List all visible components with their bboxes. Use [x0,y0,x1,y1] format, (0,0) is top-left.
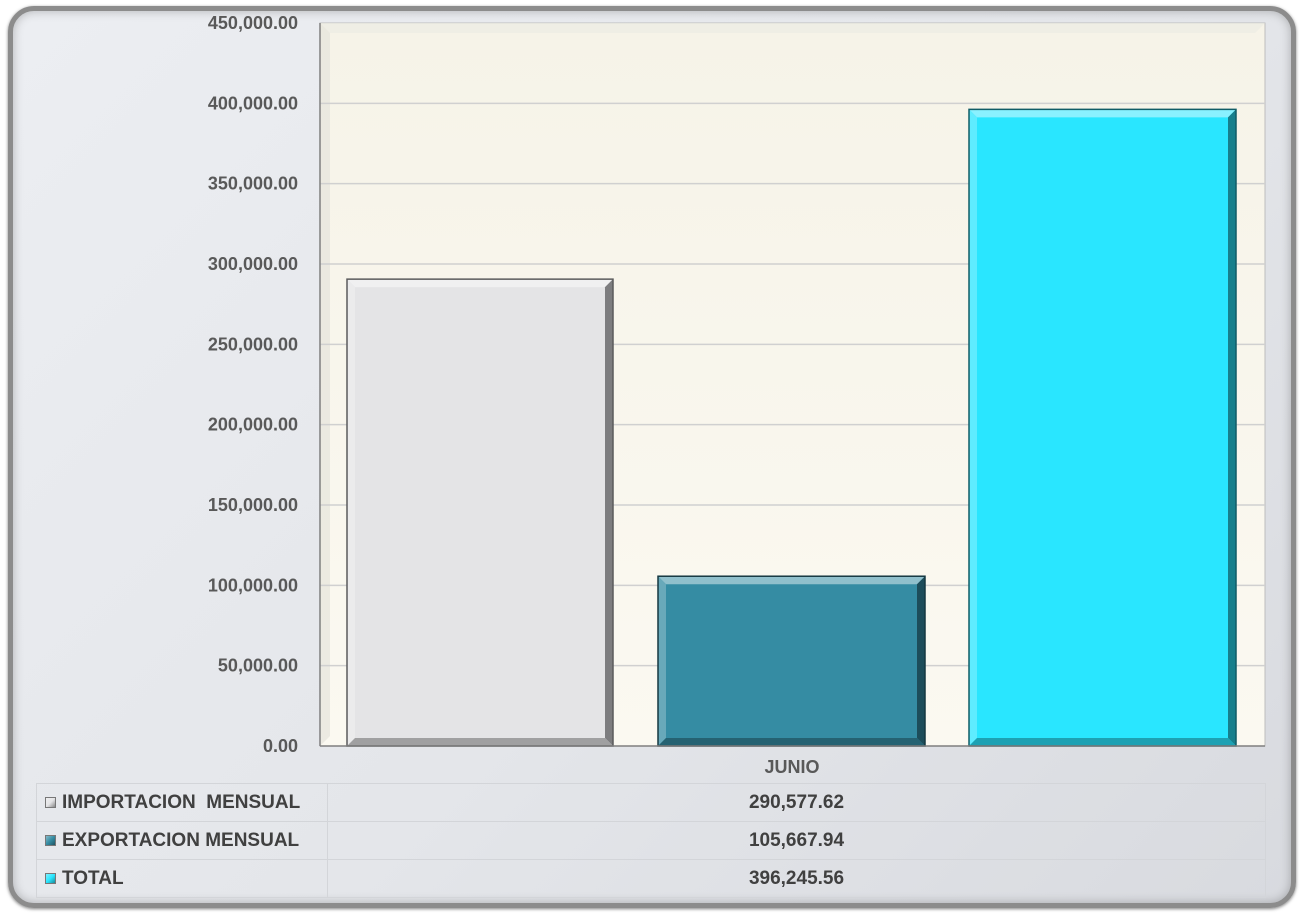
y-axis-tick-labels: 0.00 50,000.00 100,000.00 150,000.00 200,000… [208,13,298,756]
bar-face [347,279,613,746]
bar-bottom-bevel [969,738,1236,746]
table-row: EXPORTACION MENSUAL 105,667.94 [36,821,1266,860]
y-tick-label: 350,000.00 [208,174,298,194]
bar-bottom-bevel [658,738,925,746]
bar-1 [346,278,614,747]
series-value: 396,245.56 [327,859,1266,898]
series-name: IMPORTACION MENSUAL [62,791,301,813]
bar-face [969,109,1236,746]
series-value: 290,577.62 [327,783,1266,822]
table-row: IMPORTACION MENSUAL 290,577.62 [36,783,1266,822]
series-name: TOTAL [62,867,124,889]
y-tick-label: 100,000.00 [208,575,298,595]
plot-back-wall-bevel [320,23,1265,33]
y-tick-label: 400,000.00 [208,93,298,113]
plot-left-wall-bevel [320,23,330,746]
bar-face [658,576,925,746]
legend-swatch-icon [45,834,56,846]
bar-right-bevel [917,576,925,746]
data-table: IMPORTACION MENSUAL 290,577.62 EXPORTACION… [36,783,1266,898]
bar-right-bevel [1228,109,1236,746]
bar-bottom-bevel [347,738,613,746]
table-row: TOTAL 396,245.56 [36,859,1266,898]
series-name-cell: TOTAL [36,859,328,898]
bar-left-bevel [347,279,355,746]
bar-top-bevel [658,576,925,585]
bar-2 [657,575,926,747]
bar-3 [968,108,1237,747]
y-tick-label: 250,000.00 [208,334,298,354]
legend-swatch-icon [45,872,56,884]
y-tick-label: 200,000.00 [208,415,298,435]
bar-top-bevel [969,109,1236,118]
bar-left-bevel [658,576,666,746]
bar-right-bevel [605,279,613,746]
y-tick-label: 0.00 [263,736,298,756]
series-name-cell: IMPORTACION MENSUAL [36,783,328,822]
y-tick-label: 450,000.00 [208,13,298,33]
bar-left-bevel [969,109,977,746]
bar-top-bevel [347,279,613,288]
bars [346,108,1237,747]
legend-swatch-icon [45,796,56,808]
y-tick-label: 150,000.00 [208,495,298,515]
series-name: EXPORTACION MENSUAL [62,829,300,851]
category-label: JUNIO [764,757,819,777]
series-value: 105,667.94 [327,821,1266,860]
y-tick-label: 300,000.00 [208,254,298,274]
series-name-cell: EXPORTACION MENSUAL [36,821,328,860]
y-tick-label: 50,000.00 [218,656,298,676]
